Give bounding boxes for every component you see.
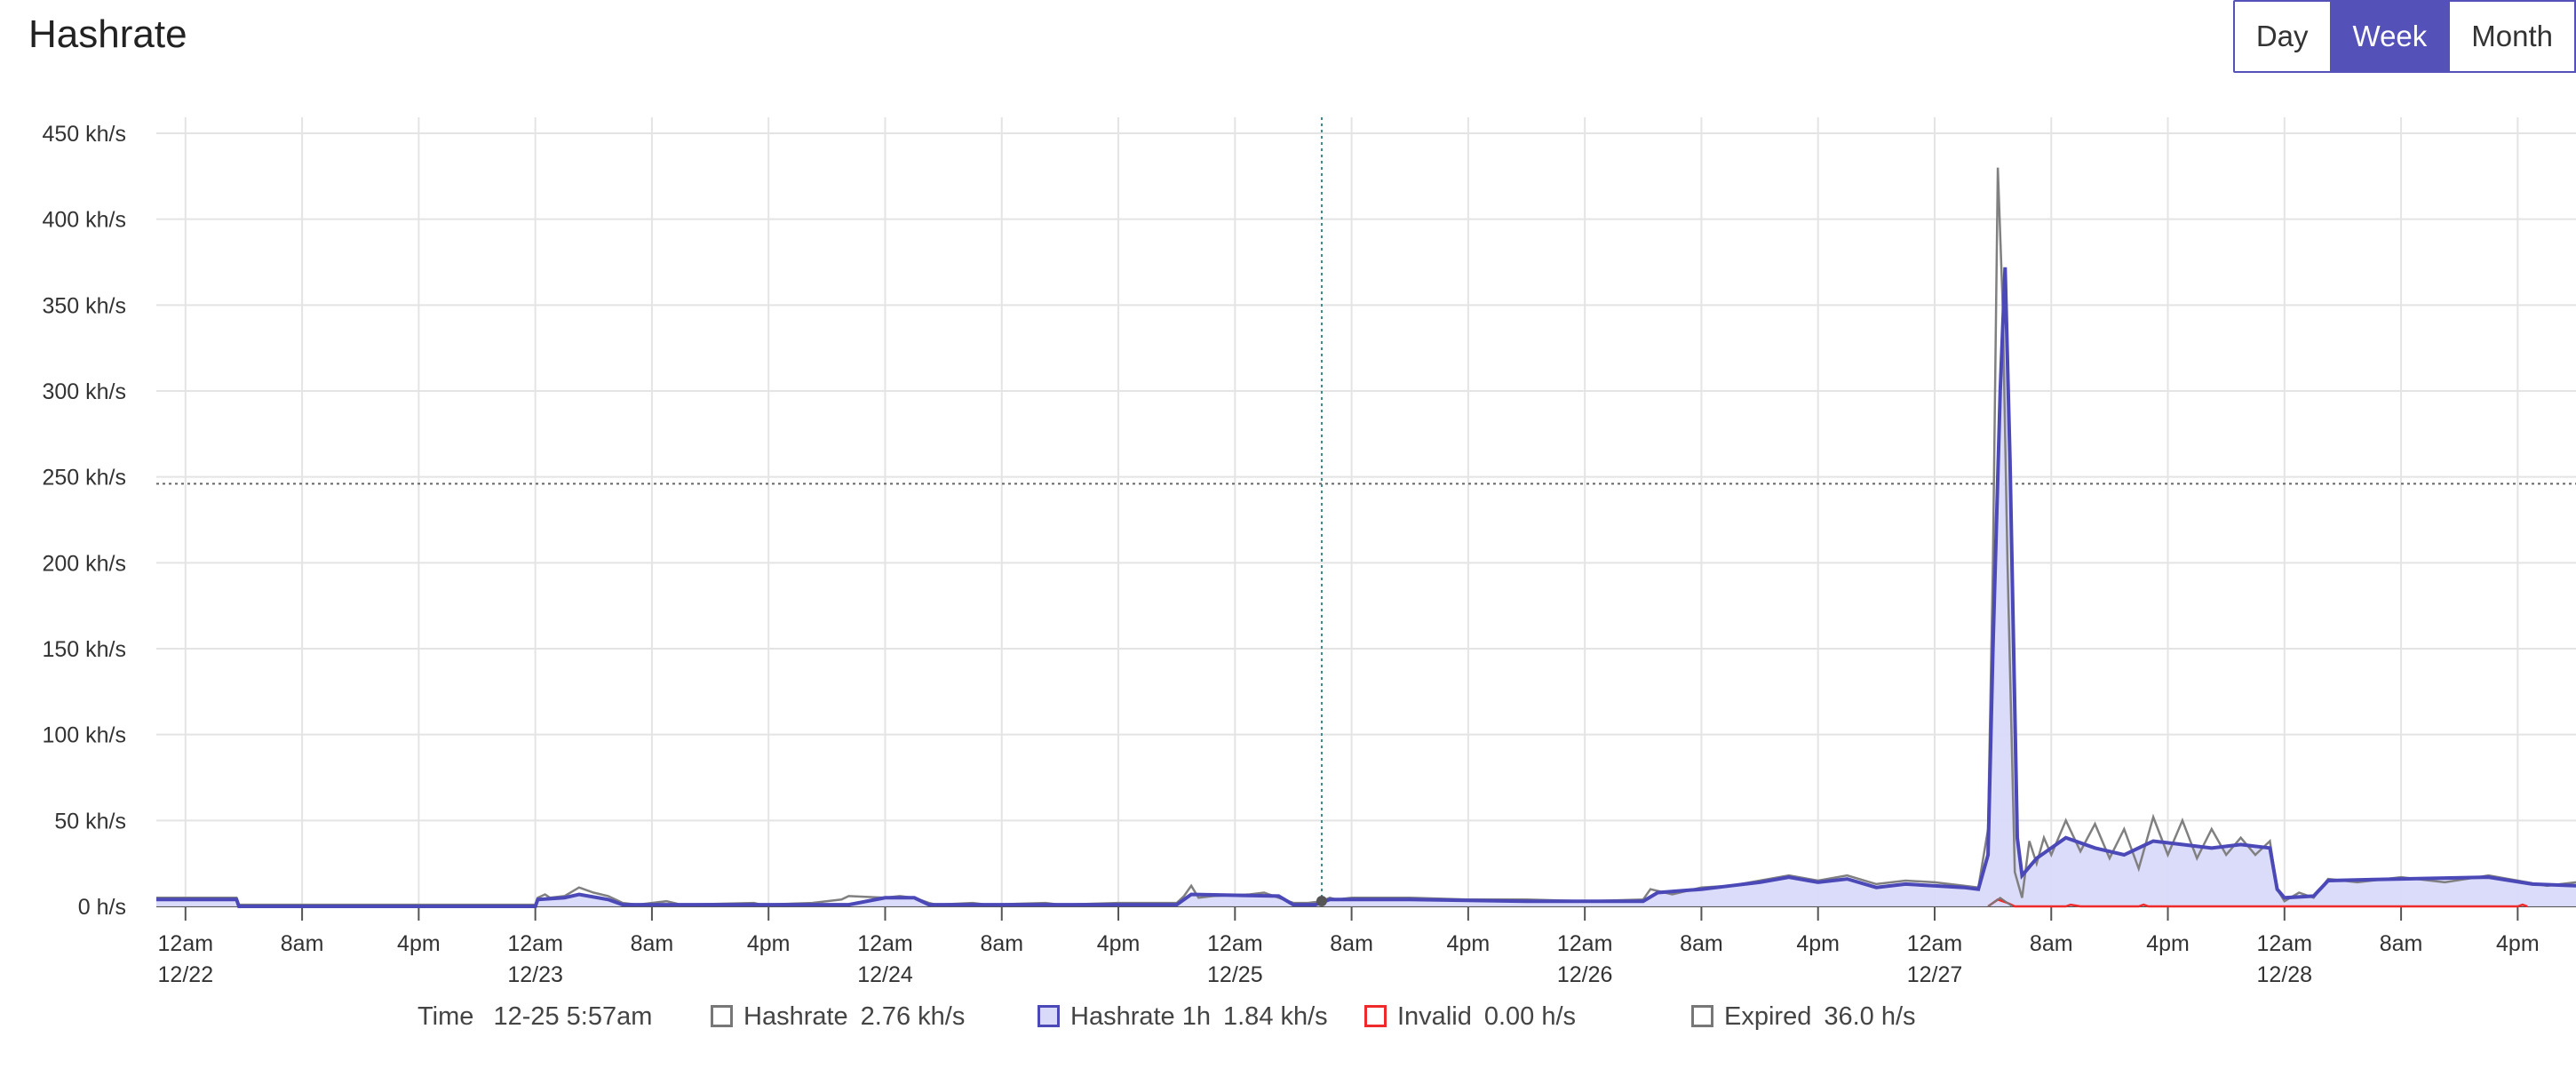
legend-item-invalid[interactable]: Invalid 0.00 h/s <box>1364 1002 1576 1032</box>
y-tick-label: 400 kh/s <box>42 208 126 233</box>
y-tick-label: 250 kh/s <box>42 466 126 491</box>
x-tick-date-label: 12/26 <box>1557 962 1613 987</box>
y-tick-label: 300 kh/s <box>42 379 126 404</box>
legend-item-hashrate-1h[interactable]: Hashrate 1h 1.84 kh/s <box>1038 1002 1328 1032</box>
legend-item-expired[interactable]: Expired 36.0 h/s <box>1691 1002 1916 1032</box>
legend-value-invalid: 0.00 h/s <box>1483 1002 1577 1031</box>
x-tick-label: 12am <box>158 931 214 956</box>
x-tick-label: 8am <box>1330 931 1373 956</box>
x-tick-label: 4pm <box>2146 931 2190 956</box>
hashrate-chart[interactable]: 0 h/s 50 kh/s 100 kh/s 150 kh/s 200 kh/s 250 … <box>0 0 2576 995</box>
range-week-button[interactable]: Week <box>2329 2 2449 71</box>
x-tick-label: 8am <box>631 931 674 956</box>
y-tick-label: 50 kh/s <box>54 809 126 834</box>
x-tick-label: 4pm <box>397 931 441 956</box>
legend-label-expired: Expired <box>1724 1002 1812 1031</box>
series-hashrate-1h-line <box>156 267 2576 908</box>
x-tick-date-label: 12/25 <box>1207 962 1263 987</box>
x-tick-label: 12am <box>857 931 913 956</box>
x-tick-label: 8am <box>1680 931 1723 956</box>
x-tick-label: 12am <box>1907 931 1963 956</box>
legend-swatch-expired <box>1691 1005 1713 1027</box>
y-tick-label: 450 kh/s <box>42 122 126 147</box>
x-tick-label: 8am <box>281 931 324 956</box>
x-tick-label: 4pm <box>747 931 791 956</box>
time-range-selector: Day Week Month <box>2232 0 2576 73</box>
x-tick-date-label: 12/23 <box>507 962 563 987</box>
legend-swatch-invalid <box>1364 1005 1387 1027</box>
x-tick-label: 4pm <box>1447 931 1491 956</box>
range-month-button[interactable]: Month <box>2448 2 2574 71</box>
x-tick-label: 12am <box>507 931 563 956</box>
legend-value-hashrate-1h: 1.84 kh/s <box>1223 1002 1328 1031</box>
x-tick-date-label: 12/24 <box>857 962 913 987</box>
y-tick-label: 200 kh/s <box>42 551 126 576</box>
y-tick-label: 100 kh/s <box>42 723 126 748</box>
legend-value-hashrate: 2.76 kh/s <box>860 1002 966 1031</box>
x-tick-date-label: 12/27 <box>1907 962 1963 987</box>
series-hashrate-1h-area <box>156 267 2576 906</box>
legend-time-value: 12-25 5:57am <box>493 1002 653 1031</box>
y-tick-label: 150 kh/s <box>42 637 126 662</box>
y-tick-label: 350 kh/s <box>42 293 126 318</box>
x-tick-label: 12am <box>1207 931 1263 956</box>
x-tick-label: 8am <box>2380 931 2423 956</box>
x-tick-label: 4pm <box>2496 931 2540 956</box>
x-tick-date-label: 12/22 <box>158 962 214 987</box>
legend-time: Time 12-25 5:57am <box>417 1002 652 1032</box>
legend-label-hashrate-1h: Hashrate 1h <box>1070 1002 1211 1031</box>
cursor-point <box>1316 896 1327 906</box>
x-tick-label: 4pm <box>1796 931 1840 956</box>
legend-item-hashrate[interactable]: Hashrate 2.76 kh/s <box>711 1002 965 1032</box>
legend-label-hashrate: Hashrate <box>743 1002 848 1031</box>
page-title: Hashrate <box>28 12 187 56</box>
range-day-button[interactable]: Day <box>2234 2 2330 71</box>
legend-value-expired: 36.0 h/s <box>1824 1002 1916 1031</box>
y-tick-label: 0 h/s <box>78 895 126 920</box>
x-tick-label: 8am <box>2030 931 2073 956</box>
x-tick-label: 4pm <box>1097 931 1141 956</box>
legend-swatch-hashrate-1h <box>1038 1005 1060 1027</box>
x-tick-label: 8am <box>980 931 1023 956</box>
chart-legend: Time 12-25 5:57am Hashrate 2.76 kh/s Hash… <box>0 1002 2576 1038</box>
x-tick-date-label: 12/28 <box>2257 962 2313 987</box>
x-tick-label: 12am <box>1557 931 1613 956</box>
legend-label-invalid: Invalid <box>1397 1002 1472 1031</box>
series-hashrate-line <box>156 167 2576 906</box>
series-expired-line <box>1987 897 2014 907</box>
legend-swatch-hashrate <box>711 1005 733 1027</box>
x-tick-label: 12am <box>2257 931 2313 956</box>
legend-time-label: Time <box>417 1002 474 1031</box>
